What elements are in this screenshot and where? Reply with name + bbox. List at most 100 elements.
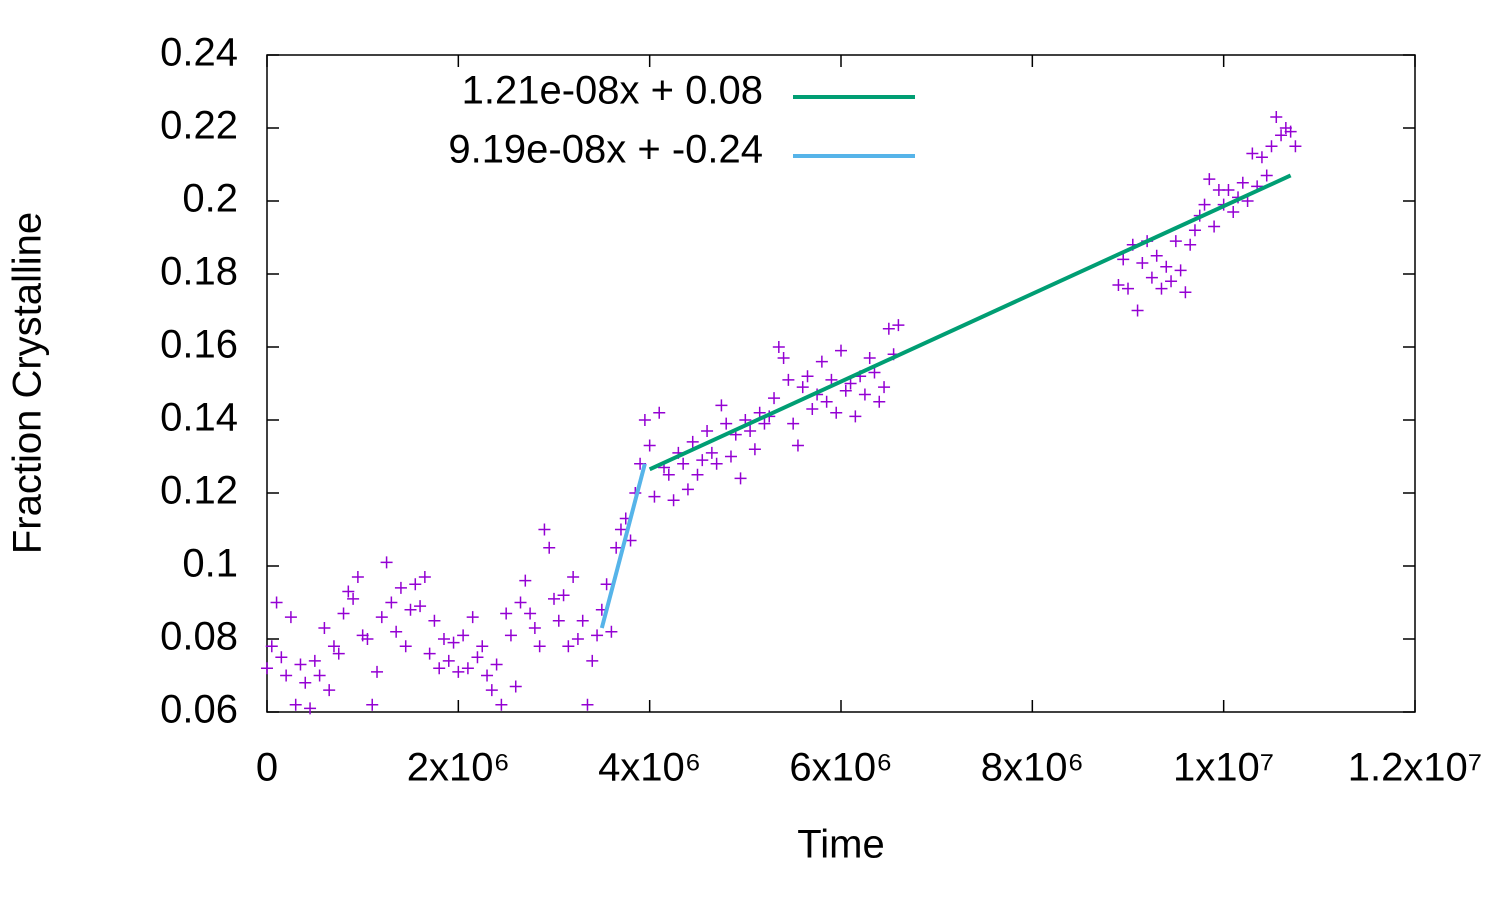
data-point bbox=[342, 585, 355, 598]
data-point bbox=[375, 611, 388, 624]
data-point bbox=[677, 457, 690, 470]
data-point bbox=[543, 541, 556, 554]
data-point bbox=[447, 636, 460, 649]
data-point bbox=[1117, 253, 1130, 266]
data-point bbox=[605, 625, 618, 638]
data-point bbox=[806, 403, 819, 416]
data-point bbox=[313, 669, 326, 682]
data-point bbox=[1184, 238, 1197, 251]
data-point bbox=[442, 654, 455, 667]
data-point bbox=[768, 392, 781, 405]
data-point bbox=[873, 395, 886, 408]
data-point bbox=[433, 662, 446, 675]
y-tick-label: 0.14 bbox=[160, 396, 238, 440]
data-point bbox=[270, 596, 283, 609]
x-tick-label: 2x10⁶ bbox=[407, 746, 510, 790]
data-point bbox=[863, 351, 876, 364]
data-point bbox=[648, 490, 661, 503]
data-point bbox=[1246, 147, 1259, 160]
data-point bbox=[261, 662, 273, 675]
data-point bbox=[830, 406, 843, 419]
data-point bbox=[524, 607, 537, 620]
x-tick-label: 8x10⁶ bbox=[981, 746, 1084, 790]
data-point bbox=[878, 381, 891, 394]
data-point bbox=[1198, 198, 1211, 211]
data-point bbox=[399, 640, 412, 653]
data-point bbox=[327, 640, 340, 653]
data-point bbox=[366, 698, 379, 711]
data-point bbox=[423, 647, 436, 660]
data-point bbox=[1260, 169, 1273, 182]
data-point bbox=[461, 662, 474, 675]
data-point bbox=[892, 319, 905, 332]
data-point bbox=[1255, 151, 1268, 164]
x-tick-label: 0 bbox=[256, 746, 278, 790]
fit-line bbox=[599, 463, 647, 629]
data-point bbox=[820, 395, 833, 408]
y-tick-label: 0.2 bbox=[182, 177, 238, 221]
data-point bbox=[1203, 173, 1216, 186]
data-point bbox=[1236, 176, 1249, 189]
data-point bbox=[1136, 257, 1149, 270]
y-tick-label: 0.08 bbox=[160, 615, 238, 659]
data-point bbox=[504, 629, 517, 642]
data-point bbox=[275, 651, 288, 664]
data-point bbox=[777, 351, 790, 364]
data-point bbox=[414, 600, 427, 613]
data-point bbox=[744, 424, 757, 437]
data-point bbox=[571, 633, 584, 645]
data-point bbox=[289, 698, 302, 711]
data-point bbox=[490, 658, 503, 671]
y-tick-label: 0.16 bbox=[160, 323, 238, 367]
data-point bbox=[591, 629, 604, 642]
data-point bbox=[361, 633, 374, 645]
data-point bbox=[724, 450, 737, 463]
data-point bbox=[1122, 282, 1134, 295]
data-point bbox=[1275, 129, 1288, 142]
data-point bbox=[404, 603, 417, 616]
data-point bbox=[528, 622, 541, 635]
data-point bbox=[815, 355, 828, 368]
data-point bbox=[1270, 111, 1283, 124]
data-point bbox=[715, 399, 728, 412]
data-point bbox=[691, 468, 704, 481]
data-point bbox=[351, 570, 364, 583]
x-tick-label: 4x10⁶ bbox=[598, 746, 701, 790]
data-point bbox=[1155, 282, 1168, 295]
data-point bbox=[437, 633, 450, 645]
data-point bbox=[1188, 224, 1201, 237]
data-point bbox=[509, 680, 522, 693]
data-point bbox=[567, 570, 580, 583]
data-point bbox=[653, 406, 666, 419]
x-tick-label: 6x10⁶ bbox=[789, 746, 892, 790]
data-point bbox=[667, 494, 680, 507]
data-point bbox=[835, 344, 847, 357]
data-point bbox=[1112, 278, 1125, 291]
data-point bbox=[686, 435, 699, 448]
data-point bbox=[418, 570, 431, 583]
data-point bbox=[299, 676, 312, 689]
data-point bbox=[1222, 184, 1235, 197]
data-point bbox=[318, 622, 331, 635]
data-point bbox=[610, 541, 623, 554]
data-point bbox=[782, 373, 795, 386]
data-point bbox=[1145, 271, 1158, 284]
data-point bbox=[720, 417, 733, 430]
data-point bbox=[471, 651, 484, 664]
data-point bbox=[548, 592, 560, 605]
data-point bbox=[347, 592, 360, 605]
y-tick-label: 0.24 bbox=[160, 31, 238, 75]
data-point bbox=[1208, 220, 1221, 233]
fit-line bbox=[648, 173, 1292, 472]
data-point bbox=[519, 574, 532, 587]
data-point bbox=[280, 669, 293, 682]
data-point bbox=[586, 654, 599, 667]
data-point bbox=[538, 523, 551, 536]
data-point bbox=[557, 589, 570, 602]
y-tick-label: 0.12 bbox=[160, 469, 238, 513]
data-point bbox=[849, 410, 862, 423]
data-point bbox=[734, 472, 747, 485]
data-point bbox=[337, 607, 350, 620]
y-tick-label: 0.06 bbox=[160, 688, 238, 732]
data-point bbox=[481, 669, 494, 682]
